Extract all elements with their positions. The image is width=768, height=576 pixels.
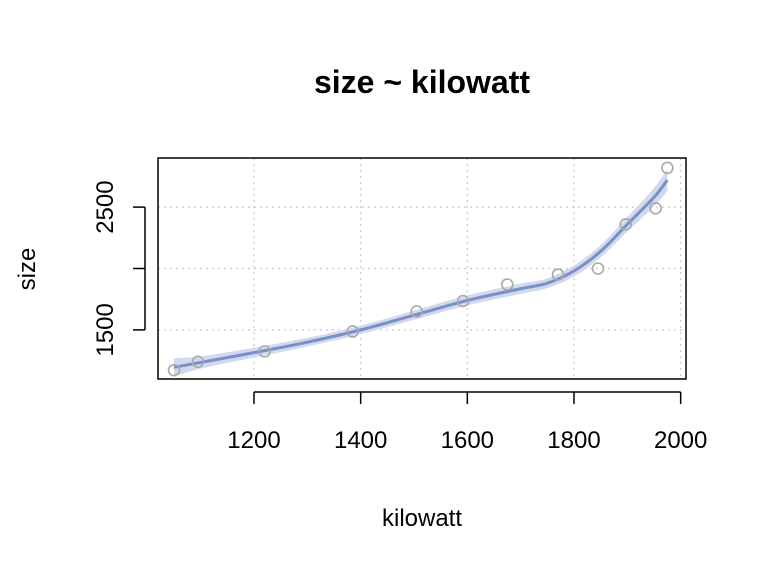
- y-axis: 1500 2500: [92, 180, 146, 357]
- fit-line: [173, 179, 669, 369]
- x-tick-label: 1200: [227, 427, 280, 454]
- data-point: [619, 218, 633, 231]
- data-point: [456, 294, 470, 308]
- data-point: [167, 363, 181, 377]
- plot-frame: [157, 157, 687, 380]
- x-tick-label: 2000: [654, 427, 707, 454]
- y-tick-label: 1500: [92, 303, 119, 356]
- chart-title: size ~ kilowatt: [314, 64, 530, 100]
- data-point: [191, 355, 205, 369]
- data-points: [167, 161, 674, 377]
- y-axis-label: size: [14, 248, 41, 291]
- grid: [158, 158, 686, 379]
- x-axis-label: kilowatt: [382, 505, 462, 532]
- x-tick-label: 1400: [334, 427, 387, 454]
- data-point: [591, 262, 605, 275]
- y-tick-label: 2500: [92, 180, 119, 233]
- confidence-band: [174, 169, 668, 377]
- data-point: [501, 278, 514, 291]
- data-point: [410, 305, 423, 318]
- x-tick-label: 1600: [441, 427, 494, 454]
- data-point: [661, 161, 674, 175]
- data-point: [551, 268, 565, 281]
- data-point: [258, 345, 271, 358]
- data-point: [346, 325, 359, 338]
- x-tick-label: 1800: [547, 427, 600, 454]
- x-axis: 1200 1400 1600 1800 2000: [227, 391, 707, 454]
- data-point: [649, 202, 662, 215]
